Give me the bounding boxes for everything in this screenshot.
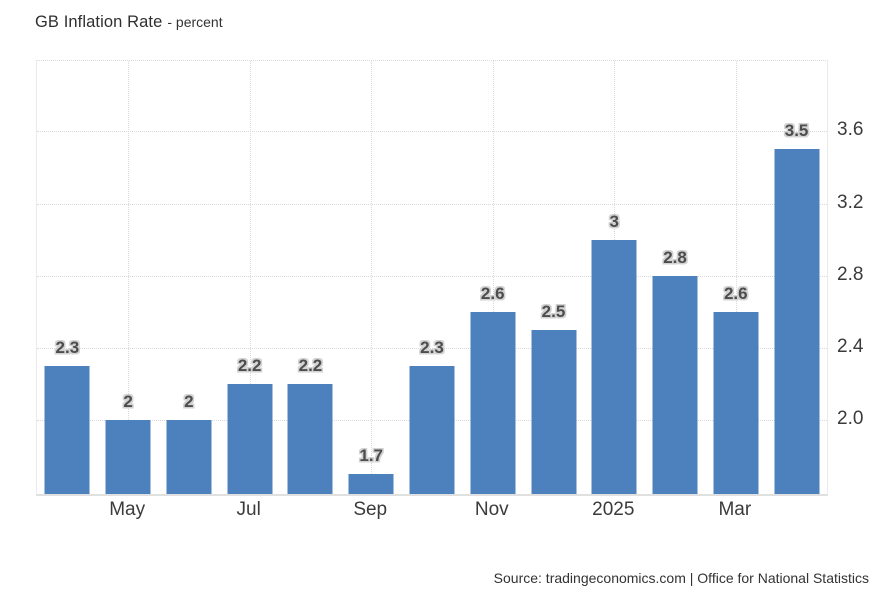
bar[interactable] — [348, 474, 394, 494]
y-axis-tick-label: 3.6 — [837, 119, 864, 141]
bar[interactable] — [105, 420, 151, 494]
gridline-horizontal — [37, 203, 827, 205]
bar[interactable] — [774, 149, 820, 494]
bar-slot: 3.5 — [766, 61, 827, 494]
bar-value-label: 2.6 — [480, 283, 505, 303]
bar-slot: 2.3 — [402, 61, 463, 494]
x-axis-tick-label: 2025 — [592, 499, 635, 520]
bar-value-label: 3.5 — [784, 121, 809, 141]
bar-value-label: 2.5 — [541, 301, 566, 321]
bar-slot: 2.6 — [462, 61, 523, 494]
bar[interactable] — [652, 275, 698, 494]
gridline-vertical — [492, 61, 494, 494]
bar-value-label: 2.6 — [723, 283, 748, 303]
bar[interactable] — [44, 365, 90, 494]
bar[interactable] — [287, 383, 333, 494]
bar-slot: 2 — [98, 61, 159, 494]
bar-slot: 2.6 — [705, 61, 766, 494]
bar[interactable] — [227, 383, 273, 494]
gridline-vertical — [735, 61, 737, 494]
bar-value-label: 1.7 — [359, 446, 384, 466]
bar-value-label: 2.3 — [420, 337, 444, 357]
bar[interactable] — [591, 239, 637, 494]
bar[interactable] — [470, 311, 516, 494]
y-axis-tick-label: 2.4 — [837, 335, 864, 357]
bar-value-label: 2.2 — [298, 355, 323, 375]
bar-slot: 2.8 — [645, 61, 706, 494]
bar[interactable] — [166, 420, 212, 494]
gridline-vertical — [249, 61, 251, 494]
x-axis-tick-label: Mar — [718, 499, 752, 520]
gridline-horizontal — [37, 347, 827, 349]
bar-slot: 2.3 — [37, 61, 98, 494]
y-axis-tick-label: 2.8 — [837, 263, 864, 285]
chart-title: GB Inflation Rate — [35, 13, 163, 31]
x-axis-tick-label: May — [109, 499, 146, 520]
bar-slot: 3 — [584, 61, 645, 494]
bar-value-label: 3 — [609, 211, 619, 231]
bar[interactable] — [713, 311, 759, 494]
gridline-horizontal — [37, 275, 827, 277]
chart-subtitle: - percent — [167, 14, 223, 30]
bar-value-label: 2.8 — [663, 247, 687, 267]
x-axis-tick-label: Nov — [474, 499, 509, 520]
gridline-vertical — [371, 61, 373, 494]
bar-slot: 2.5 — [523, 61, 584, 494]
bar-slot: 1.7 — [341, 61, 402, 494]
x-axis-tick-label: Jul — [236, 499, 261, 520]
x-axis-tick-label: Sep — [353, 499, 388, 520]
gridline-horizontal — [37, 131, 827, 133]
y-axis-tick-label: 2.0 — [837, 408, 864, 430]
bar-value-label: 2 — [184, 392, 194, 412]
plot-area: 2.3 2 2 2.2 2.2 1.7 2.3 2.6 2.5 3 2.8 2.6 3.5 — [36, 60, 828, 496]
bar-value-label: 2.3 — [55, 337, 80, 357]
gridline-vertical — [128, 61, 130, 494]
chart-header: GB Inflation Rate - percent — [35, 13, 223, 32]
bar-value-label: 2.2 — [237, 355, 262, 375]
bar-slot: 2.2 — [219, 61, 280, 494]
bar[interactable] — [531, 329, 576, 494]
source-attribution: Source: tradingeconomics.com | Office fo… — [493, 570, 869, 586]
bar-slot: 2 — [159, 61, 220, 494]
bar-series: 2.3 2 2 2.2 2.2 1.7 2.3 2.6 2.5 3 2.8 2.6 3.5 — [37, 61, 827, 494]
y-axis-tick-label: 3.2 — [837, 191, 864, 213]
bar-slot: 2.2 — [280, 61, 341, 494]
bar[interactable] — [409, 365, 455, 494]
bar-value-label: 2 — [123, 392, 133, 412]
x-axis: May Jul Sep Nov 2025 Mar — [36, 499, 826, 525]
